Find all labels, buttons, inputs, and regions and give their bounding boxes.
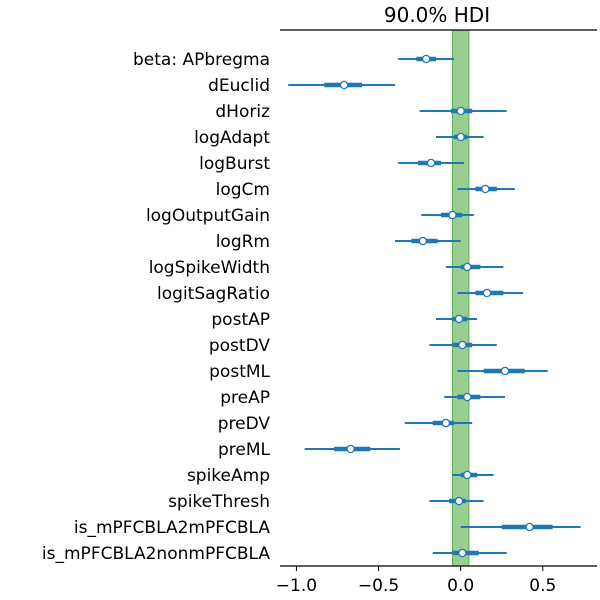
parameter-label: dEuclid xyxy=(208,76,270,96)
mean-point xyxy=(454,314,464,324)
parameter-label: spikeThresh xyxy=(168,492,270,512)
parameter-label: is_mPFCBLA2mPFCBLA xyxy=(74,518,270,538)
interval-row xyxy=(394,236,461,246)
mean-point xyxy=(339,80,349,90)
parameter-labels: beta: APbregma dEuclid dHoriz logAdapt logBu… xyxy=(42,50,271,564)
parameter-label: postAP xyxy=(211,310,270,330)
mean-point xyxy=(421,54,431,64)
parameter-label: logCm xyxy=(216,180,270,200)
interval-row xyxy=(398,158,464,168)
parameter-label: logSpikeWidth xyxy=(149,258,270,278)
x-tick-label: −1.0 xyxy=(276,576,317,596)
mean-point xyxy=(458,340,467,350)
x-tick-label: 0.5 xyxy=(529,576,556,596)
interval-row xyxy=(436,132,484,142)
interval-row xyxy=(304,444,400,454)
mean-point xyxy=(462,470,472,480)
x-tick-label: −0.5 xyxy=(358,576,399,596)
interval-row xyxy=(457,184,515,194)
mean-point xyxy=(448,210,457,220)
parameter-label: logOutputGain xyxy=(146,206,270,226)
mean-point xyxy=(426,158,436,168)
interval-row xyxy=(436,314,478,324)
parameter-label: preML xyxy=(218,440,271,460)
parameter-label: preAP xyxy=(220,388,270,408)
chart-title: 90.0% HDI xyxy=(384,3,490,27)
parameter-label: dHoriz xyxy=(215,102,270,122)
parameter-label: logBurst xyxy=(199,154,270,174)
mean-point xyxy=(456,106,465,116)
mean-point xyxy=(418,236,428,246)
interval-row xyxy=(419,106,507,116)
parameter-label: postML xyxy=(209,362,270,382)
x-tick-label: 0.0 xyxy=(447,576,474,596)
interval-row xyxy=(398,54,455,64)
mean-point xyxy=(500,366,510,376)
mean-point xyxy=(462,392,472,402)
interval-row xyxy=(432,548,507,558)
parameter-label: is_mPFCBLA2nonmPFCBLA xyxy=(42,544,270,564)
parameter-label: postDV xyxy=(209,336,271,356)
interval-row xyxy=(460,522,581,532)
interval-row xyxy=(457,366,548,376)
parameter-label: logitSagRatio xyxy=(157,284,270,304)
axes xyxy=(280,29,597,567)
mean-point xyxy=(481,184,490,194)
mean-point xyxy=(482,288,492,298)
interval-row xyxy=(457,288,524,298)
mean-point xyxy=(462,262,472,272)
mean-point xyxy=(458,548,467,558)
interval-row xyxy=(452,470,494,480)
parameter-label: spikeAmp xyxy=(187,466,270,486)
mean-point xyxy=(346,444,355,454)
interval-row xyxy=(421,210,474,220)
mean-point xyxy=(525,522,534,532)
parameter-label: logRm xyxy=(216,232,270,252)
interval-row xyxy=(288,80,395,90)
parameter-label: preDV xyxy=(218,414,271,434)
x-ticks: −1.0 −0.5 0.0 0.5 xyxy=(276,566,556,596)
interval-row xyxy=(404,418,473,428)
interval-row xyxy=(429,340,497,350)
parameter-label: logAdapt xyxy=(194,128,270,148)
interval-row xyxy=(445,262,504,272)
parameter-label: beta: APbregma xyxy=(133,50,270,70)
interval-row xyxy=(444,392,506,402)
mean-point xyxy=(456,132,465,142)
mean-point xyxy=(454,496,464,506)
interval-rows xyxy=(288,54,581,558)
mean-point xyxy=(441,418,451,428)
interval-row xyxy=(429,496,484,506)
